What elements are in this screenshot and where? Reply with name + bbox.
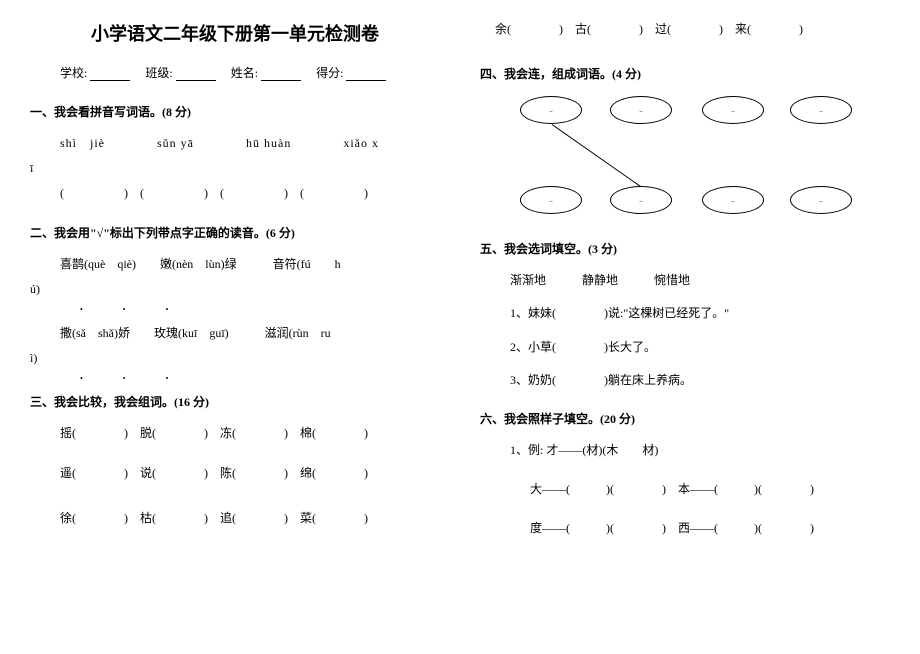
label-score: 得分: bbox=[316, 66, 343, 80]
section-6-heading: 六、我会照样子填空。(20 分) bbox=[480, 410, 890, 427]
section-4-heading: 四、我会连，组成词语。(4 分) bbox=[480, 65, 890, 82]
label-class: 班级: bbox=[145, 66, 172, 80]
section-3-top-row[interactable]: 余( ) 古( ) 过( ) 来( ) bbox=[480, 20, 890, 39]
blank-class[interactable] bbox=[176, 69, 216, 81]
oval-top-2[interactable]: .. bbox=[610, 96, 672, 124]
section-4-matching[interactable]: .. .. .. .. .. .. .. .. bbox=[480, 96, 890, 226]
section-1-heading: 一、我会看拼音写词语。(8 分) bbox=[30, 103, 440, 120]
oval-bottom-1[interactable]: .. bbox=[520, 186, 582, 214]
section-1-pinyin-tail: ī bbox=[30, 159, 440, 178]
section-3-heading: 三、我会比较，我会组词。(16 分) bbox=[30, 393, 440, 410]
blank-name[interactable] bbox=[261, 69, 301, 81]
section-5-q1[interactable]: 1、妹妹( )说:"这棵树已经死了。" bbox=[480, 304, 890, 323]
section-2-heading: 二、我会用"√"标出下列带点字正确的读音。(6 分) bbox=[30, 224, 440, 241]
student-info-line: 学校: 班级: 姓名: 得分: bbox=[30, 64, 440, 81]
oval-bottom-2[interactable]: .. bbox=[610, 186, 672, 214]
oval-bottom-3[interactable]: .. bbox=[702, 186, 764, 214]
oval-bottom-4[interactable]: .. bbox=[790, 186, 852, 214]
label-name: 姓名: bbox=[231, 66, 258, 80]
section-2-line2b: ì) bbox=[30, 349, 440, 368]
section-2-dots1: ••• bbox=[30, 305, 440, 314]
section-2-line1a[interactable]: 喜鹊(què qiè) 嫩(nèn lùn)绿 音符(fú h bbox=[30, 255, 440, 274]
section-2-line1b: ú) bbox=[30, 280, 440, 299]
matching-line-1 bbox=[552, 124, 641, 187]
section-2-line2a[interactable]: 撒(sǎ shǎ)娇 玫瑰(kuī guī) 滋润(rùn ru bbox=[30, 324, 440, 343]
blank-school[interactable] bbox=[90, 69, 130, 81]
section-5-heading: 五、我会选词填空。(3 分) bbox=[480, 240, 890, 257]
section-1-parens[interactable]: ( ) ( ) ( ) ( ) bbox=[30, 184, 440, 203]
section-6-row1[interactable]: 大——( )( ) 本——( )( ) bbox=[480, 480, 890, 499]
oval-top-4[interactable]: .. bbox=[790, 96, 852, 124]
section-5-q2[interactable]: 2、小草( )长大了。 bbox=[480, 338, 890, 357]
section-2-dots2: ••• bbox=[30, 374, 440, 383]
section-6-row2[interactable]: 度——( )( ) 西——( )( ) bbox=[480, 519, 890, 538]
worksheet-title: 小学语文二年级下册第一单元检测卷 bbox=[30, 20, 440, 46]
section-5-choices: 渐渐地 静静地 惋惜地 bbox=[480, 271, 890, 290]
section-5-q3[interactable]: 3、奶奶( )躺在床上养病。 bbox=[480, 371, 890, 390]
blank-score[interactable] bbox=[346, 69, 386, 81]
section-6-example: 1、例: 才——(材)(木 材) bbox=[480, 441, 890, 460]
oval-top-3[interactable]: .. bbox=[702, 96, 764, 124]
section-1-pinyin: shì jiè sǔn yā hū huàn xiǎo x bbox=[30, 134, 440, 153]
section-3-row1[interactable]: 摇( ) 脱( ) 冻( ) 棉( ) bbox=[30, 424, 440, 443]
oval-top-1[interactable]: .. bbox=[520, 96, 582, 124]
section-3-row2[interactable]: 遥( ) 说( ) 陈( ) 绵( ) bbox=[30, 464, 440, 483]
section-3-row3[interactable]: 徐( ) 枯( ) 追( ) 菜( ) bbox=[30, 509, 440, 528]
label-school: 学校: bbox=[60, 66, 87, 80]
